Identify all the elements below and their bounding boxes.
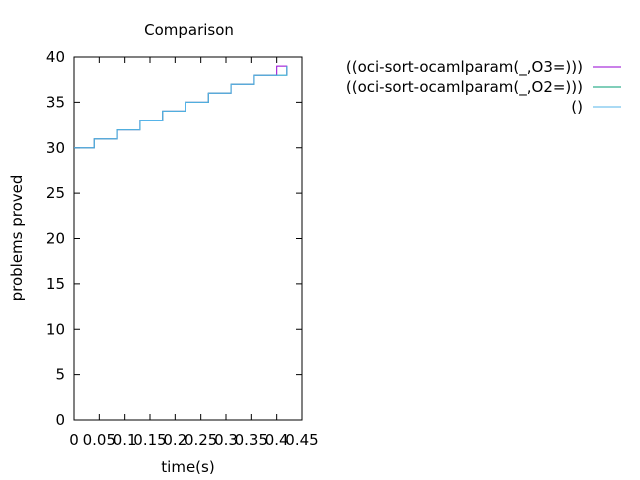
y-tick-label: 10 — [46, 320, 65, 338]
y-axis-label: problems proved — [8, 175, 26, 302]
ticks: 0 0.050.10.150.20.250.30.350.40.450510152… — [46, 48, 319, 449]
y-tick-label: 25 — [46, 184, 65, 202]
y-tick-label: 30 — [46, 139, 65, 157]
plot-area — [73, 56, 303, 421]
series-line-1 — [74, 65, 288, 149]
x-tick-label: 0.45 — [285, 431, 318, 449]
x-tick-label: 0.2 — [163, 431, 187, 449]
x-axis-label: time(s) — [161, 458, 214, 476]
series-group — [74, 65, 288, 149]
x-tick-label: 0.1 — [113, 431, 137, 449]
legend-label-3: () — [571, 98, 583, 116]
chart-title: Comparison — [144, 21, 234, 39]
series-line-3 — [74, 66, 288, 149]
plot-frame — [73, 56, 303, 421]
x-tick-label: 0.4 — [265, 431, 289, 449]
y-tick-label: 5 — [55, 366, 65, 384]
legend: ((oci-sort-ocamlparam(_,O3=)))((oci-sort… — [346, 58, 621, 116]
legend-label-2: ((oci-sort-ocamlparam(_,O2=))) — [346, 78, 583, 97]
x-tick-label: 0.25 — [184, 431, 217, 449]
y-tick-label: 20 — [46, 230, 65, 248]
x-tick-label: 0.35 — [235, 431, 268, 449]
y-tick-label: 0 — [55, 411, 65, 429]
series-line-2 — [74, 66, 288, 149]
x-tick-label: 0 — [69, 431, 79, 449]
y-tick-label: 40 — [46, 48, 65, 66]
y-tick-label: 15 — [46, 275, 65, 293]
x-tick-label: 0.3 — [214, 431, 238, 449]
y-tick-label: 35 — [46, 93, 65, 111]
legend-label-1: ((oci-sort-ocamlparam(_,O3=))) — [346, 58, 583, 77]
x-tick-label: 0.15 — [133, 431, 166, 449]
x-tick-label: 0.05 — [83, 431, 116, 449]
